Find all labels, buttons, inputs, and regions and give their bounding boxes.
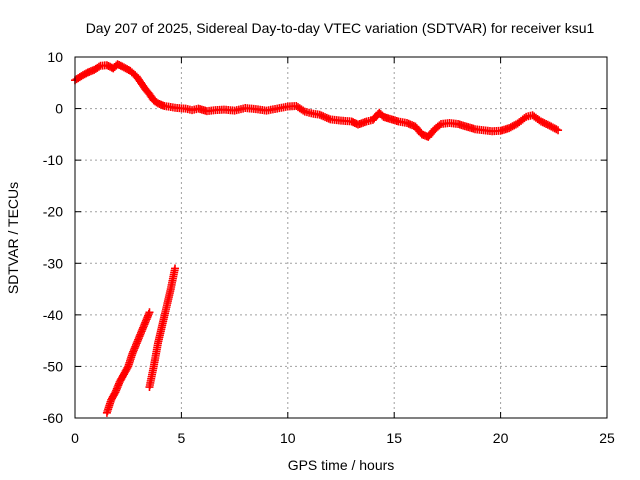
y-tick-label: -30 <box>43 255 63 271</box>
data-point-marker <box>552 125 561 134</box>
x-tick-label: 0 <box>71 430 79 446</box>
y-axis-ticks: 10 0 -10 -20 -30 -40 -50 -60 <box>43 49 607 426</box>
x-tick-label: 5 <box>178 430 186 446</box>
y-tick-label: -10 <box>43 152 63 168</box>
y-axis-label: SDTVAR / TECUs <box>5 182 21 294</box>
x-tick-label: 25 <box>599 430 615 446</box>
data-point-marker <box>145 308 154 317</box>
data-point-marker <box>520 114 529 123</box>
grid-lines <box>75 57 607 418</box>
y-tick-label: -60 <box>43 410 63 426</box>
data-point-marker <box>299 106 308 115</box>
x-tick-label: 15 <box>386 430 402 446</box>
x-tick-label: 10 <box>280 430 296 446</box>
y-tick-label: -20 <box>43 204 63 220</box>
data-points <box>71 60 563 417</box>
y-tick-label: -50 <box>43 358 63 374</box>
chart-title: Day 207 of 2025, Sidereal Day-to-day VTE… <box>86 20 595 36</box>
y-tick-label: 0 <box>55 101 63 117</box>
y-tick-label: -40 <box>43 307 63 323</box>
x-axis-label: GPS time / hours <box>288 457 395 473</box>
data-point-marker <box>435 121 444 130</box>
y-tick-label: 10 <box>47 49 63 65</box>
data-point-marker <box>554 126 563 135</box>
data-point-marker <box>171 264 180 273</box>
x-tick-label: 20 <box>493 430 509 446</box>
x-axis-ticks: 0 5 10 15 20 25 <box>71 57 615 446</box>
data-point-marker <box>94 62 103 71</box>
plot-frame <box>74 56 608 419</box>
